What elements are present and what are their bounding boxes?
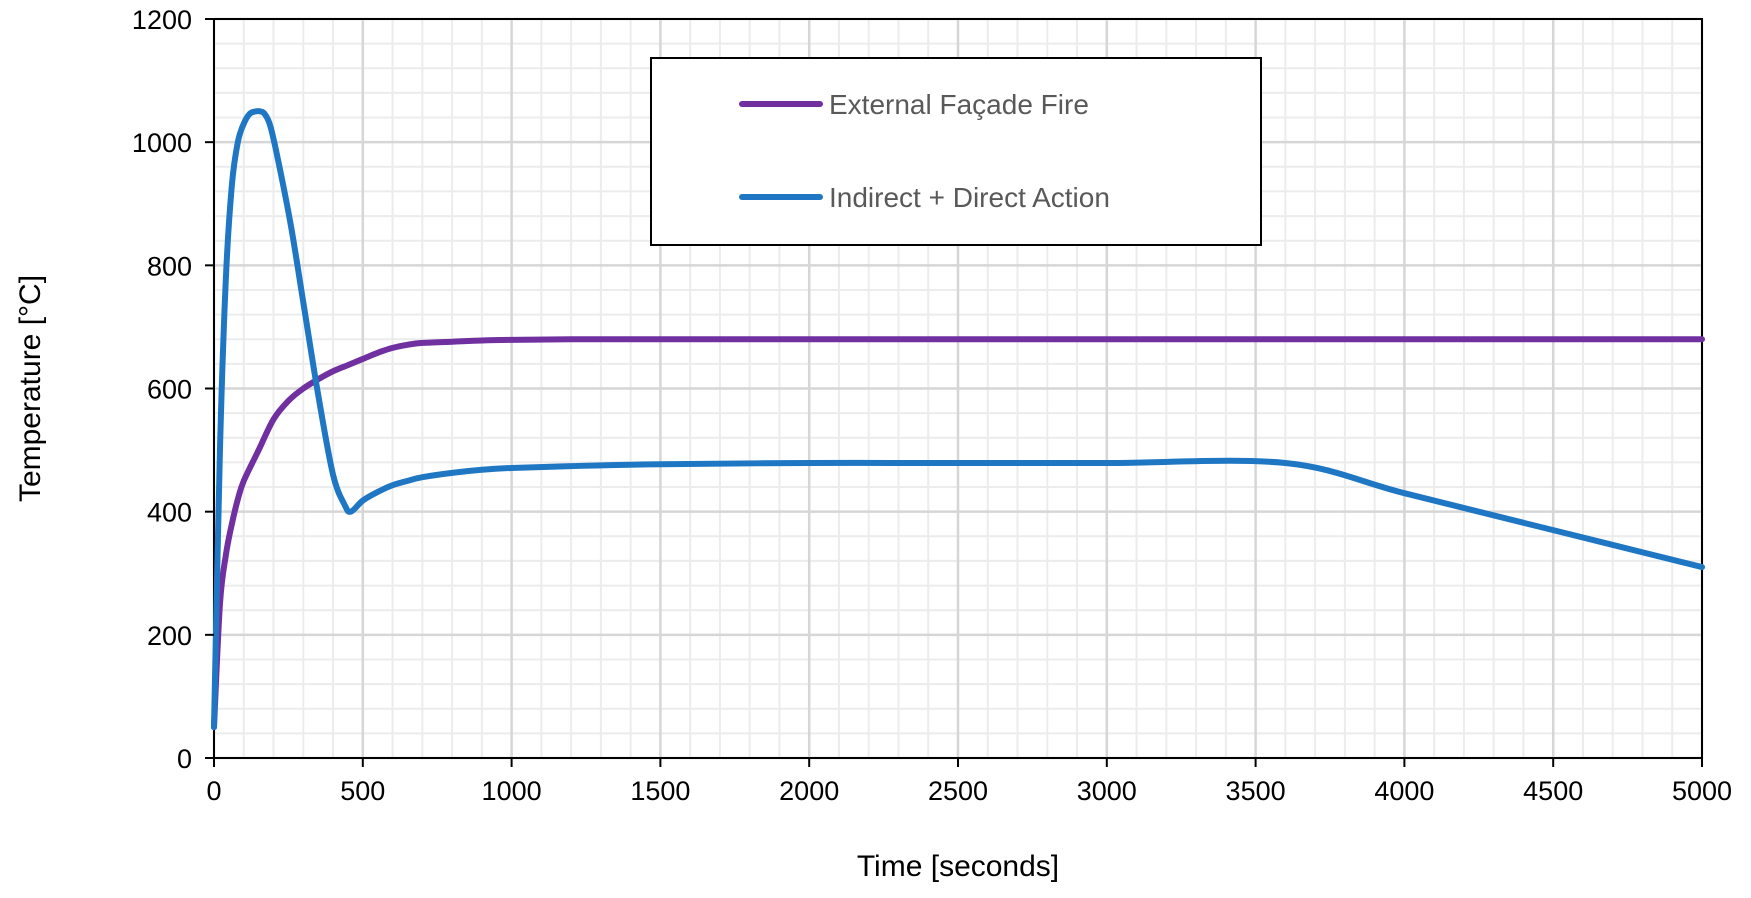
y-tick-label: 400 xyxy=(147,498,192,528)
x-tick-label: 5000 xyxy=(1672,776,1732,806)
y-tick-label: 1200 xyxy=(132,5,192,35)
x-tick-label: 4000 xyxy=(1374,776,1434,806)
x-axis-tick-labels: 0 500 1000 1500 2000 2500 3000 3500 4000 4500 5000 xyxy=(206,758,1732,806)
series-lines xyxy=(211,108,1705,731)
x-tick-label: 1000 xyxy=(482,776,542,806)
x-tick-label: 2500 xyxy=(928,776,988,806)
x-tick-label: 4500 xyxy=(1523,776,1583,806)
legend-label-1: External Façade Fire xyxy=(829,89,1089,120)
y-tick-label: 600 xyxy=(147,375,192,405)
legend: External Façade Fire Indirect + Direct Ac… xyxy=(650,57,1262,246)
x-tick-label: 500 xyxy=(340,776,385,806)
y-tick-label: 0 xyxy=(177,744,192,774)
series-line-2 xyxy=(211,108,1705,731)
x-tick-label: 3000 xyxy=(1077,776,1137,806)
y-tick-label: 200 xyxy=(147,621,192,651)
x-axis-title: Time [seconds] xyxy=(857,850,1059,883)
legend-label-2: Indirect + Direct Action xyxy=(829,182,1110,213)
y-axis-tick-labels: 0 200 400 600 800 1000 1200 xyxy=(132,5,214,774)
series-line-1 xyxy=(211,336,1705,731)
x-tick-label: 2000 xyxy=(779,776,839,806)
y-tick-label: 800 xyxy=(147,251,192,281)
legend-box xyxy=(650,57,1262,246)
x-tick-label: 1500 xyxy=(630,776,690,806)
y-axis-title: Temperature [°C] xyxy=(14,275,47,502)
y-tick-label: 1000 xyxy=(132,128,192,158)
x-tick-label: 3500 xyxy=(1226,776,1286,806)
x-tick-label: 0 xyxy=(206,776,221,806)
